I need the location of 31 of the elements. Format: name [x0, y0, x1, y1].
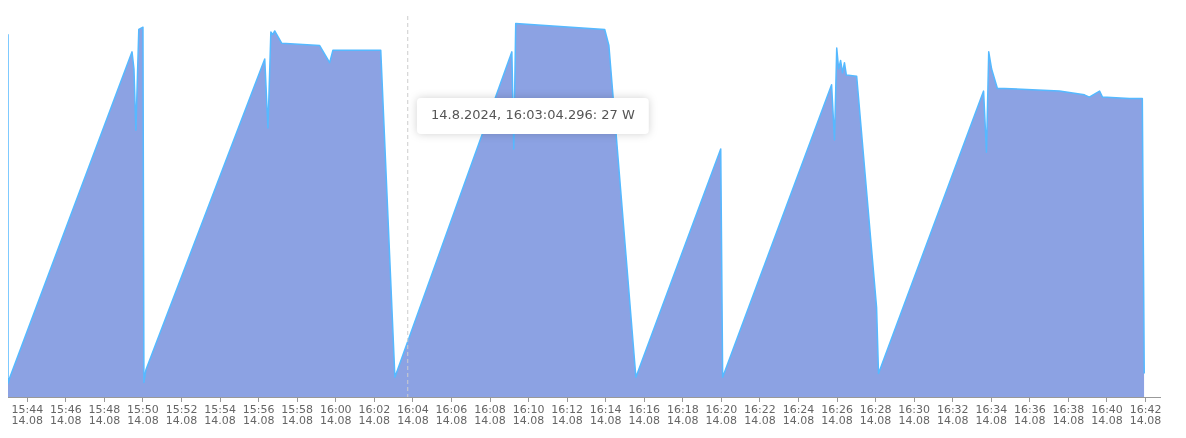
- x-tick-label: 16:36 14.08: [1014, 403, 1046, 428]
- x-tick-label: 16:20 14.08: [705, 403, 738, 428]
- x-tick-label: 16:14 14.08: [589, 403, 622, 428]
- x-tick-label: 16:08 14.08: [474, 403, 506, 428]
- x-tick-label: 16:00 14.08: [319, 403, 352, 428]
- x-tick-label: 16:22 14.08: [744, 403, 776, 428]
- annotation: 14.8.2024, 16:03:04.296: 27 W: [430, 107, 635, 123]
- x-tick-label: 15:44 14.08: [11, 403, 44, 428]
- x-tick-label: 16:18 14.08: [666, 403, 699, 428]
- x-tick-label: 16:04 14.08: [397, 403, 429, 428]
- x-tick-label: 15:52 14.08: [165, 403, 198, 428]
- x-tick-label: 16:10 14.08: [512, 403, 545, 428]
- x-tick-label: 15:46 14.08: [49, 403, 82, 428]
- x-tick-label: 15:50 14.08: [127, 403, 159, 428]
- x-tick-label: 16:28 14.08: [859, 403, 892, 428]
- x-tick-label: 16:30 14.08: [898, 403, 931, 428]
- x-tick-label: 15:48 14.08: [88, 403, 121, 428]
- x-tick-label: 16:34 14.08: [975, 403, 1008, 428]
- x-tick-label: 15:54 14.08: [204, 403, 236, 428]
- x-tick-label: 16:26 14.08: [821, 403, 853, 428]
- x-tick-label: 15:56 14.08: [242, 403, 275, 428]
- x-tick-label: 16:42 14.08: [1129, 403, 1162, 428]
- x-tick-label: 15:58 14.08: [281, 403, 314, 428]
- x-tick-label: 16:32 14.08: [936, 403, 969, 428]
- x-tick-label: 16:40 14.08: [1091, 403, 1123, 428]
- x-tick-label: 16:12 14.08: [551, 403, 583, 428]
- x-tick-label: 16:02 14.08: [358, 403, 391, 428]
- x-tick-label: 16:06 14.08: [435, 403, 468, 428]
- x-tick-label: 16:24 14.08: [782, 403, 815, 428]
- x-tick-label: 16:38 14.08: [1052, 403, 1085, 428]
- x-tick-label: 16:16 14.08: [628, 403, 661, 428]
